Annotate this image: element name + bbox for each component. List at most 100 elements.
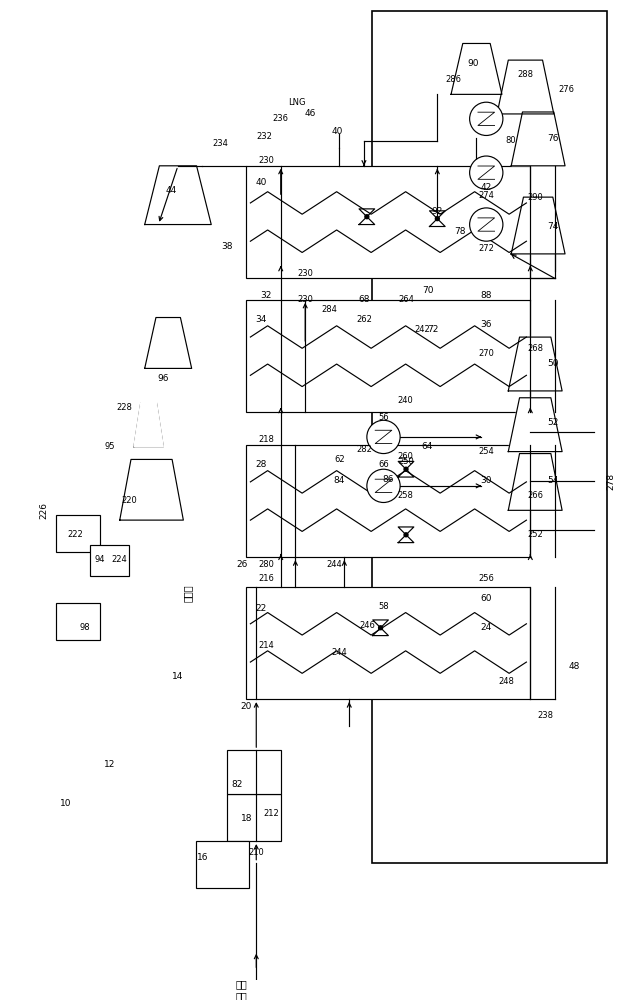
Text: 92: 92 [431,207,443,216]
Bar [247,300,530,412]
Text: 38: 38 [221,242,233,251]
Text: 78: 78 [454,227,465,236]
Text: 70: 70 [422,286,433,295]
Text: 16: 16 [197,853,208,862]
Text: 60: 60 [481,594,492,603]
Text: 244: 244 [326,560,342,569]
Polygon shape [134,403,164,447]
Text: 228: 228 [116,403,132,412]
Text: 280: 280 [258,560,274,569]
Text: 232: 232 [256,132,272,141]
Text: 76: 76 [547,134,559,143]
Text: 290: 290 [527,193,543,202]
Text: 222: 222 [67,530,83,539]
Bar [227,750,281,794]
Text: 重馏分: 重馏分 [183,585,192,602]
Text: 40: 40 [255,178,267,187]
Polygon shape [145,318,192,368]
Bar [55,603,99,640]
Text: 26: 26 [236,560,247,569]
Text: 34: 34 [255,315,267,324]
Polygon shape [508,398,562,452]
Text: 40: 40 [332,127,343,136]
Text: 254: 254 [479,447,494,456]
Text: 24: 24 [481,623,492,632]
Text: 74: 74 [547,222,559,231]
Text: 48: 48 [569,662,580,671]
Text: 56: 56 [378,413,389,422]
Text: 276: 276 [559,85,574,94]
Polygon shape [508,454,562,510]
Text: 62: 62 [334,455,345,464]
Text: 270: 270 [478,349,494,358]
Text: 84: 84 [334,476,345,485]
Circle shape [470,102,503,135]
Text: 28: 28 [255,460,267,469]
Text: 96: 96 [157,374,169,383]
Text: 220: 220 [121,496,137,505]
Text: 86: 86 [382,475,394,484]
Polygon shape [511,197,565,254]
Text: 236: 236 [273,114,289,123]
Circle shape [367,420,400,454]
Text: 32: 32 [260,291,272,300]
Text: 42: 42 [481,183,492,192]
Polygon shape [145,166,211,225]
Text: 230: 230 [258,156,274,165]
Text: 95: 95 [104,442,114,451]
Text: 244: 244 [331,648,347,657]
Text: 66: 66 [378,460,389,469]
Text: 242: 242 [415,325,430,334]
Text: 22: 22 [255,604,267,613]
Text: 68: 68 [358,295,370,304]
Bar [227,794,281,841]
Text: 248: 248 [498,677,514,686]
Text: 240: 240 [397,396,413,405]
Text: 272: 272 [478,244,494,253]
Text: 238: 238 [537,711,553,720]
Text: 216: 216 [258,574,274,583]
Circle shape [365,215,369,219]
Text: 230: 230 [298,295,313,304]
Text: 286: 286 [445,75,461,84]
Text: 64: 64 [422,442,433,451]
Text: 94: 94 [94,555,105,564]
Bar [247,166,530,278]
Text: 256: 256 [478,574,494,583]
Circle shape [367,469,400,502]
Text: 268: 268 [527,344,543,353]
Circle shape [470,156,503,189]
Bar [247,445,530,557]
Text: 20: 20 [241,702,252,711]
Text: 88: 88 [481,291,492,300]
Text: 278: 278 [606,472,615,490]
Circle shape [435,217,439,221]
Text: 80: 80 [506,136,516,145]
Bar [90,545,129,576]
Text: 50: 50 [547,359,559,368]
Polygon shape [120,459,183,520]
Text: 210: 210 [248,848,264,857]
Polygon shape [451,43,502,94]
Text: 226: 226 [40,502,48,519]
Polygon shape [497,60,554,114]
Text: 72: 72 [426,325,438,334]
Circle shape [404,467,408,471]
Text: 284: 284 [321,305,338,314]
Text: 进料
气体: 进料 气体 [236,979,247,1000]
Bar [372,11,606,863]
Text: 282: 282 [356,445,372,454]
Text: 212: 212 [263,809,279,818]
Text: 18: 18 [241,814,252,823]
Text: 260: 260 [397,452,413,461]
Text: 44: 44 [165,186,177,195]
Bar [55,515,99,552]
Text: 98: 98 [80,623,91,632]
Text: 266: 266 [527,491,543,500]
Text: 258: 258 [397,491,413,500]
Bar [196,841,250,888]
Bar [247,587,530,699]
Text: 234: 234 [212,139,228,148]
Text: 246: 246 [359,621,375,630]
Text: 90: 90 [468,59,479,68]
